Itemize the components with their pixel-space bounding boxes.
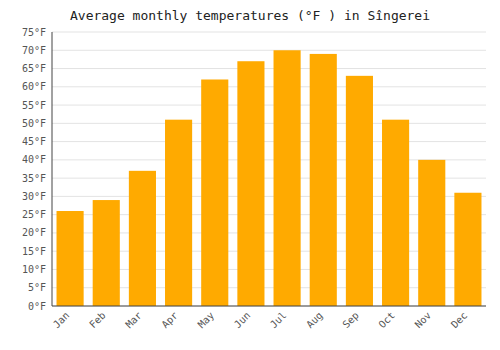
bar: [201, 79, 228, 306]
y-tick-label: 65°F: [22, 63, 46, 74]
y-tick-label: 50°F: [22, 118, 46, 129]
bar: [93, 200, 120, 306]
bar: [454, 193, 481, 306]
page: {"chart_data": {"type": "bar", "title": …: [0, 0, 500, 350]
grid-line: [52, 306, 486, 307]
x-tick-label: Jul: [268, 310, 289, 331]
grid-line: [52, 68, 486, 69]
y-tick-label: 45°F: [22, 136, 46, 147]
y-tick-label: 25°F: [22, 209, 46, 220]
x-tick-label: Jun: [232, 310, 253, 331]
x-tick-label: Nov: [413, 310, 434, 331]
grid-line: [52, 32, 486, 33]
x-tick-label: Aug: [304, 310, 325, 331]
x-tick-label: Dec: [449, 310, 470, 331]
y-tick-label: 20°F: [22, 227, 46, 238]
y-tick-label: 40°F: [22, 154, 46, 165]
grid-line: [52, 141, 486, 142]
x-tick-label: May: [196, 310, 217, 331]
x-axis: Jan Feb Mar Apr May Jun Jul Aug Sep Oct Nov Dec: [51, 310, 469, 331]
x-axis-line: [52, 306, 486, 307]
bar: [57, 211, 84, 306]
bar: [129, 171, 156, 306]
title: Average monthly temperatures (°F ) in Sî…: [70, 8, 430, 23]
grid-line: [52, 123, 486, 124]
bar: [237, 61, 264, 306]
y-tick-label: 0°F: [28, 301, 46, 312]
bar: [418, 160, 445, 306]
x-tick-label: Oct: [376, 310, 397, 331]
x-tick-label: Apr: [159, 310, 180, 331]
grid-line: [52, 86, 486, 87]
grid-line: [52, 50, 486, 51]
y-axis: 0°F 5°F 10°F 15°F 20°F 25°F 30°F 35°F 40°F 45°F 50…: [22, 27, 486, 312]
y-tick-label: 60°F: [22, 81, 46, 92]
bars: [57, 50, 482, 306]
bar: [346, 76, 373, 306]
bar: [274, 50, 301, 306]
x-tick-label: Mar: [123, 310, 144, 331]
y-tick-label: 5°F: [28, 282, 46, 293]
y-tick-label: 75°F: [22, 27, 46, 38]
y-axis-line: [52, 32, 53, 306]
y-tick-label: 35°F: [22, 173, 46, 184]
x-tick-label: Jan: [51, 310, 72, 331]
chart: Average monthly temperatures (°F ) in Sî…: [0, 0, 500, 350]
x-tick-label: Sep: [340, 310, 361, 331]
bar: [165, 120, 192, 306]
x-tick-label: Feb: [87, 310, 108, 331]
y-tick-label: 15°F: [22, 246, 46, 257]
bar: [310, 54, 337, 306]
y-tick-label: 10°F: [22, 264, 46, 275]
y-tick-label: 30°F: [22, 191, 46, 202]
grid-line: [52, 105, 486, 106]
y-tick-label: 70°F: [22, 45, 46, 56]
bar: [382, 120, 409, 306]
y-tick-label: 55°F: [22, 100, 46, 111]
